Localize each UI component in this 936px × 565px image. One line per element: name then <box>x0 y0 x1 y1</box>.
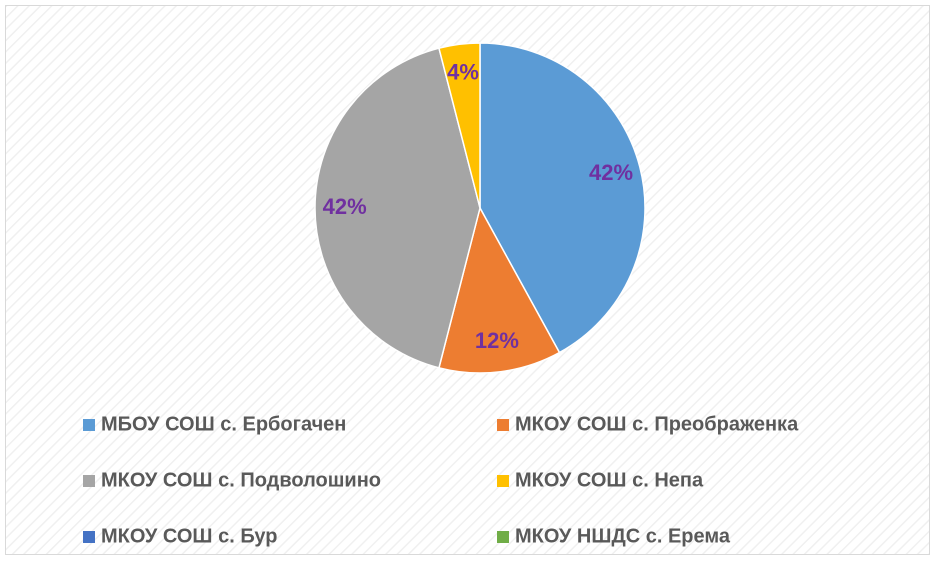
pie-slice <box>438 205 561 374</box>
data-label: 4% <box>447 60 479 85</box>
legend-label: МКОУ СОШ с. Подволошино <box>101 469 381 491</box>
legend-swatch <box>83 531 95 543</box>
data-label: 42% <box>589 160 633 185</box>
legend-label: МКОУ СОШ с. Преображенка <box>515 413 799 435</box>
legend-swatch <box>83 475 95 487</box>
data-label: 12% <box>475 328 519 353</box>
legend-label: МКОУ СОШ с. Бур <box>101 525 278 547</box>
legend-swatch <box>497 419 509 431</box>
legend-label: МБОУ СОШ с. Ербогачен <box>101 413 346 435</box>
pie-slice <box>479 42 646 354</box>
legend-label: МКОУ СОШ с. Непа <box>515 469 704 491</box>
legend-swatch <box>83 419 95 431</box>
data-label: 42% <box>323 194 367 219</box>
legend-swatch <box>497 475 509 487</box>
pie-slice <box>438 42 481 209</box>
legend-label: МКОУ НШДС с. Ерема <box>515 525 731 547</box>
legend-swatch <box>497 531 509 543</box>
pie-slice <box>314 47 481 369</box>
